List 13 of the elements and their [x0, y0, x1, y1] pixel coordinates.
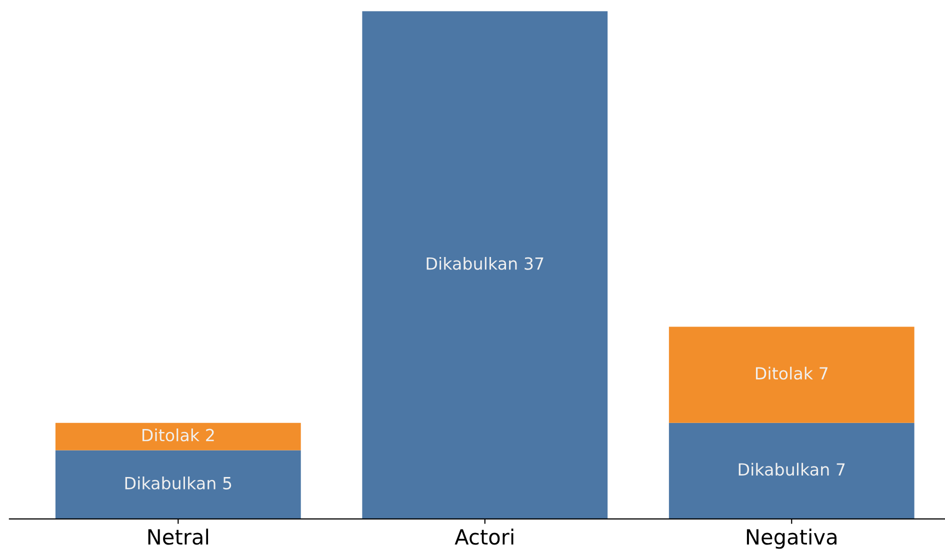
bar	[668, 326, 914, 423]
bar	[55, 422, 301, 450]
bar	[668, 422, 914, 519]
data-label: Ditolak 2	[142, 428, 214, 442]
data-label: Dikabulkan 37	[426, 256, 544, 270]
bar	[362, 11, 608, 519]
data-label: Dikabulkan 5	[125, 476, 232, 490]
data-label: Ditolak 7	[756, 366, 828, 380]
x-tick-label: Netral	[148, 528, 208, 545]
x-tick-label: Negativa	[746, 528, 836, 549]
bar	[55, 450, 301, 519]
data-label: Dikabulkan 7	[738, 462, 845, 476]
x-tick-label: Actori	[454, 528, 514, 545]
